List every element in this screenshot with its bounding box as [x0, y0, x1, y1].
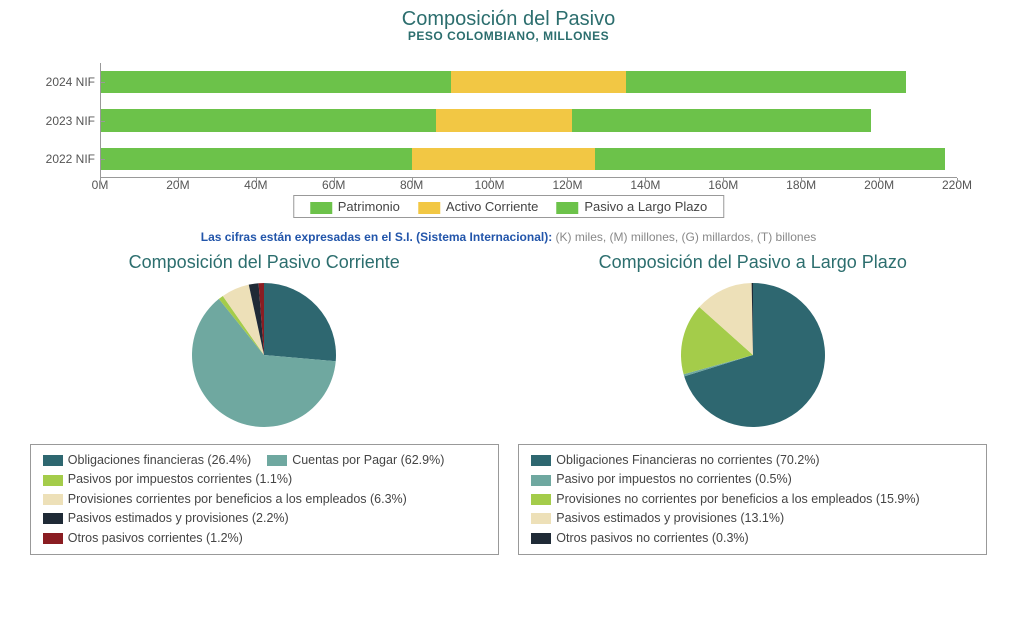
- footnote-bold: Las cifras están expresadas en el S.I. (…: [201, 230, 552, 244]
- bar-title: Composición del Pasivo: [0, 8, 1017, 31]
- bar-legend-item: Pasivo a Largo Plazo: [556, 199, 707, 214]
- pie-left: Composición del Pasivo Corriente Obligac…: [30, 252, 499, 555]
- bar-row: [101, 109, 957, 131]
- pie-legend-item: Pasivo por impuestos no corrientes (0.5%…: [531, 470, 792, 489]
- pie-legend-item: Provisiones corrientes por beneficios a …: [43, 490, 407, 509]
- bar-segment: [451, 71, 626, 93]
- bar-segment: [436, 109, 572, 131]
- bar-plot-area: [100, 63, 957, 178]
- bar-segment: [572, 109, 872, 131]
- bar-ytick: 2022 NIF: [30, 152, 95, 166]
- pie-legend-item: Obligaciones Financieras no corrientes (…: [531, 451, 819, 470]
- pie-legend-item: Provisiones no corrientes por beneficios…: [531, 490, 919, 509]
- bar-ytick: 2024 NIF: [30, 75, 95, 89]
- bar-segment: [101, 148, 412, 170]
- bar-segment: [626, 71, 906, 93]
- bar-legend-item: Patrimonio: [310, 199, 400, 214]
- legend-swatch: [418, 202, 440, 214]
- legend-swatch: [556, 202, 578, 214]
- legend-swatch: [43, 455, 63, 466]
- pie-legend-item: Pasivos estimados y provisiones (2.2%): [43, 509, 289, 528]
- pie-right: Composición del Pasivo a Largo Plazo Obl…: [518, 252, 987, 555]
- legend-swatch: [310, 202, 332, 214]
- bar-segment: [412, 148, 595, 170]
- pie-legend-item: Pasivos por impuestos corrientes (1.1%): [43, 470, 292, 489]
- pie-legend-item: Obligaciones financieras (26.4%): [43, 451, 251, 470]
- pie-legend-item: Cuentas por Pagar (62.9%): [267, 451, 444, 470]
- legend-swatch: [531, 455, 551, 466]
- bar-subtitle: PESO COLOMBIANO, MILLONES: [0, 29, 1017, 43]
- bar-segment: [595, 148, 945, 170]
- footnote-rest: (K) miles, (M) millones, (G) millardos, …: [552, 230, 816, 244]
- legend-swatch: [43, 513, 63, 524]
- legend-swatch: [43, 494, 63, 505]
- pie-svg: [679, 281, 827, 429]
- pie-slice: [264, 283, 336, 361]
- bar-segment: [101, 71, 451, 93]
- bar-row: [101, 71, 957, 93]
- bar-segment: [101, 109, 436, 131]
- bar-legend-item: Activo Corriente: [418, 199, 538, 214]
- pie-left-title: Composición del Pasivo Corriente: [30, 252, 499, 273]
- pie-right-legend: Obligaciones Financieras no corrientes (…: [518, 444, 987, 555]
- pie-legend-item: Otros pasivos no corrientes (0.3%): [531, 529, 748, 548]
- legend-swatch: [531, 494, 551, 505]
- bar-chart: 2024 NIF2023 NIF2022 NIF 0M20M40M60M80M1…: [30, 53, 987, 218]
- bar-ytick: 2023 NIF: [30, 114, 95, 128]
- pie-left-legend: Obligaciones financieras (26.4%) Cuentas …: [30, 444, 499, 555]
- pie-right-title: Composición del Pasivo a Largo Plazo: [518, 252, 987, 273]
- legend-swatch: [531, 513, 551, 524]
- legend-swatch: [267, 455, 287, 466]
- legend-swatch: [43, 475, 63, 486]
- pie-legend-item: Pasivos estimados y provisiones (13.1%): [531, 509, 784, 528]
- bar-legend: Patrimonio Activo Corriente Pasivo a Largo…: [293, 195, 724, 218]
- legend-swatch: [531, 475, 551, 486]
- legend-swatch: [531, 533, 551, 544]
- legend-swatch: [43, 533, 63, 544]
- pie-legend-item: Otros pasivos corrientes (1.2%): [43, 529, 243, 548]
- pie-svg: [190, 281, 338, 429]
- bar-row: [101, 148, 957, 170]
- footnote: Las cifras están expresadas en el S.I. (…: [0, 230, 1017, 244]
